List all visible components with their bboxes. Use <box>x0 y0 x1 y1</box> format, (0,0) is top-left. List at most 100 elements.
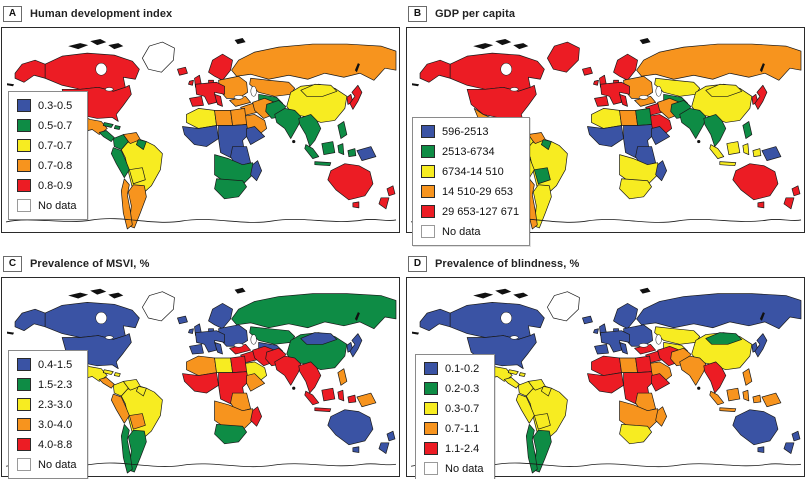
region-madagascar <box>655 160 668 182</box>
orange-swatch <box>17 418 31 431</box>
panel-d: D Prevalence of blindness, % <box>406 251 809 479</box>
region-papua-new-guinea <box>761 392 782 408</box>
legend-item: 596-2513 <box>421 125 519 138</box>
blue-swatch <box>424 362 438 375</box>
panel-c-header: C Prevalence of MSVI, % <box>1 251 404 277</box>
region-alaska <box>14 308 46 332</box>
panel-a-map-canvas <box>2 28 399 232</box>
svalbard-islands-icon <box>639 38 651 45</box>
world-map-svg <box>5 287 397 474</box>
region-northwest-africa <box>591 108 622 129</box>
panel-c-map: 0.4-1.5 1.5-2.3 2.3-3.0 3.0-4.0 4.0-8.8 No da… <box>1 277 400 479</box>
region-west-africa <box>182 372 219 394</box>
region-japan <box>349 333 363 358</box>
caspian-sea-water <box>250 86 257 97</box>
region-china <box>286 332 348 371</box>
arctic-islands-icon <box>473 39 529 50</box>
world-map-svg <box>410 38 802 230</box>
panel-d-label: D <box>408 256 427 272</box>
orange-swatch <box>17 159 31 172</box>
legend-label: 0.2-0.3 <box>445 382 480 395</box>
region-argentina <box>127 184 147 229</box>
arctic-islands-icon <box>68 288 124 299</box>
legend-label: 14 510-29 653 <box>442 185 513 198</box>
region-libya <box>619 110 638 126</box>
legend-label: No data <box>445 462 484 475</box>
sri-lanka-icon <box>292 139 296 144</box>
red-swatch <box>17 438 31 451</box>
great-lakes-water <box>510 87 519 92</box>
black-sea-water <box>638 343 649 348</box>
nodata-swatch <box>17 458 31 471</box>
region-south-africa <box>619 423 652 445</box>
hudson-bay-water <box>500 62 513 76</box>
nodata-swatch <box>17 199 31 212</box>
panel-b-header: B GDP per capita <box>406 1 809 27</box>
region-madagascar <box>250 160 263 182</box>
arctic-islands-icon <box>68 39 124 50</box>
region-south-africa <box>214 423 247 445</box>
region-west-africa <box>182 125 219 147</box>
region-south-africa <box>214 178 247 200</box>
region-philippines <box>742 368 753 386</box>
region-philippines <box>337 368 348 386</box>
region-southeast-asia <box>703 114 727 147</box>
sri-lanka-icon <box>292 386 296 390</box>
region-alaska <box>419 59 451 83</box>
region-libya <box>619 357 638 373</box>
sakhalin-island-icon <box>354 63 360 73</box>
region-western-europe <box>189 330 225 355</box>
region-southeast-asia <box>298 361 322 394</box>
region-japan <box>754 333 768 358</box>
region-papua-new-guinea <box>761 146 782 162</box>
region-chile <box>525 423 538 474</box>
legend-label: 0.7-0.7 <box>38 139 73 152</box>
region-northwest-africa <box>591 355 622 376</box>
legend-item: 0.3-0.7 <box>424 402 484 415</box>
region-indonesia <box>304 387 357 412</box>
region-new-zealand <box>783 185 801 210</box>
region-peru <box>515 393 535 424</box>
region-india <box>679 355 707 386</box>
region-argentina <box>532 429 552 473</box>
hudson-bay-water <box>95 62 108 76</box>
legend-item: No data <box>17 199 77 212</box>
aleutian-islands-icon <box>7 83 15 87</box>
yellow-swatch <box>17 139 31 152</box>
region-colombia <box>112 134 129 150</box>
sri-lanka-icon <box>697 139 701 144</box>
sakhalin-island-icon <box>759 63 765 73</box>
legend-label: 0.4-1.5 <box>38 358 73 371</box>
region-western-europe <box>189 81 225 107</box>
panel-b-label: B <box>408 6 427 22</box>
region-iceland <box>582 315 593 325</box>
region-horn-of-africa <box>246 373 266 392</box>
region-australia <box>732 163 779 209</box>
legend-item: 0.2-0.3 <box>424 382 484 395</box>
hudson-bay-water <box>95 311 108 325</box>
panel-c-map-canvas <box>2 278 399 476</box>
panel-c: C Prevalence of MSVI, % <box>1 251 404 479</box>
legend-item: 0.7-0.7 <box>17 139 77 152</box>
region-new-zealand <box>783 430 801 454</box>
region-egypt <box>230 355 247 373</box>
antarctica-outline <box>5 218 397 223</box>
green-swatch <box>424 382 438 395</box>
aleutian-islands-icon <box>412 331 420 335</box>
panel-a-title: Human development index <box>30 8 173 20</box>
svalbard-islands-icon <box>234 287 246 294</box>
region-mongolia <box>705 332 743 345</box>
yellow-swatch <box>17 398 31 411</box>
legend-item: 6734-14 510 <box>421 165 519 178</box>
green-swatch <box>17 119 31 132</box>
region-mongolia <box>705 83 743 97</box>
svalbard-islands-icon <box>639 287 651 294</box>
region-canada <box>44 52 140 92</box>
black-sea-water <box>233 95 244 100</box>
legend-item: 2.3-3.0 <box>17 398 77 411</box>
legend-item: 1.5-2.3 <box>17 378 77 391</box>
region-mongolia <box>300 83 338 97</box>
legend-label: 2.3-3.0 <box>38 398 73 411</box>
region-madagascar <box>655 406 668 427</box>
